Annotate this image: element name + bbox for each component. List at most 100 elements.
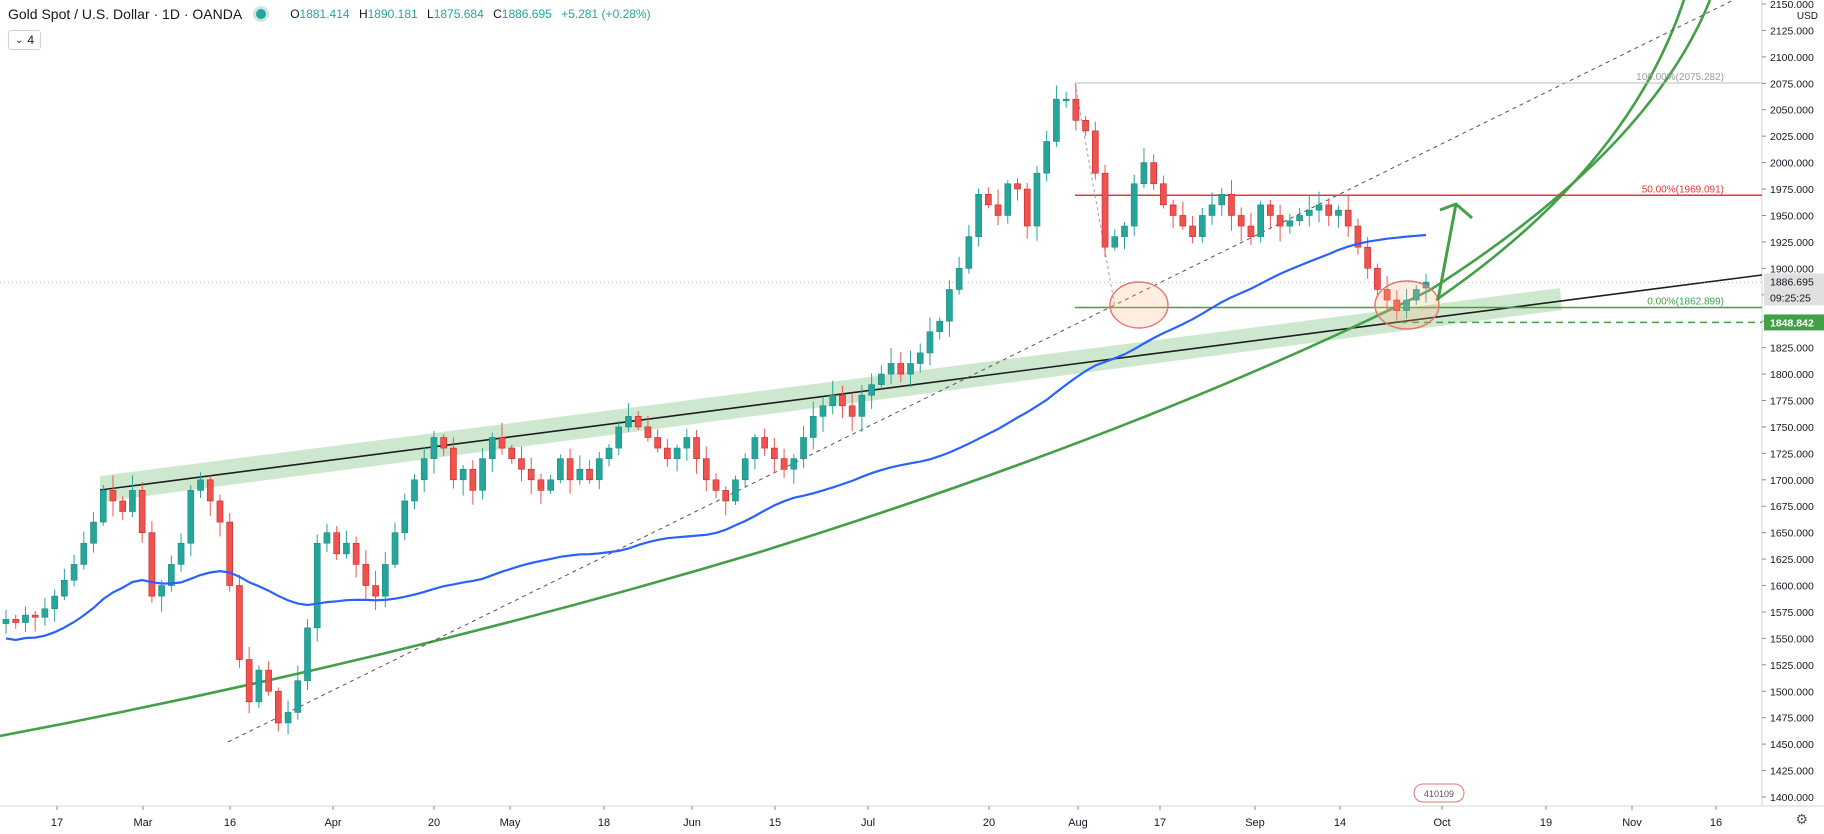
candle-body[interactable] xyxy=(498,437,506,449)
candle-body[interactable] xyxy=(907,363,914,375)
candle-body[interactable] xyxy=(1305,209,1313,216)
highlight-circle-sep[interactable] xyxy=(1374,280,1440,330)
candle-body[interactable] xyxy=(994,204,1002,216)
candle-body[interactable] xyxy=(187,490,195,544)
parabolic-curve-upper[interactable] xyxy=(1435,0,1690,302)
candle-body[interactable] xyxy=(362,564,370,586)
candle-body[interactable] xyxy=(372,585,379,597)
candle-body[interactable] xyxy=(1198,215,1206,237)
candle-body[interactable] xyxy=(732,479,739,502)
candle-body[interactable] xyxy=(1315,204,1323,211)
candle-body[interactable] xyxy=(1179,215,1187,227)
candle-body[interactable] xyxy=(1403,299,1410,311)
candle-body[interactable] xyxy=(31,614,39,618)
candle-body[interactable] xyxy=(148,532,156,597)
candle-body[interactable] xyxy=(790,458,798,470)
candle-body[interactable] xyxy=(469,468,477,491)
candle-body[interactable] xyxy=(401,500,409,533)
candle-body[interactable] xyxy=(576,468,584,481)
candle-body[interactable] xyxy=(245,659,253,703)
candle-body[interactable] xyxy=(61,579,68,597)
candle-body[interactable] xyxy=(343,542,350,555)
candle-body[interactable] xyxy=(839,394,846,407)
candle-body[interactable] xyxy=(1335,209,1342,216)
candle-body[interactable] xyxy=(683,437,691,449)
candle-body[interactable] xyxy=(858,394,866,417)
candle-body[interactable] xyxy=(206,479,214,502)
candle-body[interactable] xyxy=(1053,98,1060,142)
candle-body[interactable] xyxy=(1169,204,1177,216)
candle-body[interactable] xyxy=(985,194,992,206)
candle-body[interactable] xyxy=(1150,162,1157,185)
candle-body[interactable] xyxy=(771,447,778,459)
candle-body[interactable] xyxy=(323,532,331,544)
candle-body[interactable] xyxy=(381,564,389,597)
candle-body[interactable] xyxy=(654,437,661,449)
candle-body[interactable] xyxy=(1023,188,1031,227)
candle-body[interactable] xyxy=(848,405,856,417)
candle-body[interactable] xyxy=(1092,130,1099,174)
candle-body[interactable] xyxy=(1189,225,1196,237)
candle-body[interactable] xyxy=(1354,225,1362,248)
candle-body[interactable] xyxy=(819,405,827,417)
candle-body[interactable] xyxy=(440,437,447,449)
candle-body[interactable] xyxy=(1383,289,1391,301)
candle-body[interactable] xyxy=(304,627,311,681)
candle-body[interactable] xyxy=(1267,204,1274,216)
candle-body[interactable] xyxy=(255,669,263,703)
candle-body[interactable] xyxy=(1160,183,1167,206)
candle-body[interactable] xyxy=(1228,194,1235,216)
candle-body[interactable] xyxy=(829,394,837,407)
candle-body[interactable] xyxy=(868,384,875,396)
candle-body[interactable] xyxy=(1111,236,1119,248)
candle-body[interactable] xyxy=(1393,299,1401,311)
candle-body[interactable] xyxy=(605,447,613,459)
candle-body[interactable] xyxy=(634,416,642,428)
candle-body[interactable] xyxy=(586,468,593,481)
candle-body[interactable] xyxy=(702,458,710,481)
candle-body[interactable] xyxy=(1101,172,1109,248)
candle-body[interactable] xyxy=(265,669,272,692)
candle-body[interactable] xyxy=(51,595,58,610)
candle-body[interactable] xyxy=(712,479,720,491)
candle-body[interactable] xyxy=(1121,225,1128,237)
candle-body[interactable] xyxy=(1208,204,1216,216)
candle-body[interactable] xyxy=(129,490,136,512)
candle-body[interactable] xyxy=(916,352,924,364)
candle-body[interactable] xyxy=(946,289,953,322)
candle-body[interactable] xyxy=(508,447,516,459)
candle-body[interactable] xyxy=(741,458,749,481)
candle-body[interactable] xyxy=(1364,246,1371,269)
candle-body[interactable] xyxy=(615,426,623,449)
candle-body[interactable] xyxy=(527,468,535,481)
candle-body[interactable] xyxy=(12,619,20,623)
candle-body[interactable] xyxy=(1344,209,1352,227)
candle-body[interactable] xyxy=(722,490,730,502)
candle-body[interactable] xyxy=(965,236,973,269)
candle-body[interactable] xyxy=(488,437,496,459)
candle-body[interactable] xyxy=(809,416,817,438)
candle-body[interactable] xyxy=(673,447,681,459)
candle-body[interactable] xyxy=(800,437,807,459)
candle-body[interactable] xyxy=(1286,220,1294,227)
candle-body[interactable] xyxy=(1325,204,1333,216)
candle-body[interactable] xyxy=(644,426,652,438)
candle-body[interactable] xyxy=(41,608,49,618)
candle-body[interactable] xyxy=(1237,215,1245,227)
candle-body[interactable] xyxy=(294,680,302,713)
moving-average-line[interactable] xyxy=(5,233,1427,642)
candle-body[interactable] xyxy=(1043,141,1051,174)
candle-body[interactable] xyxy=(1412,289,1420,301)
indicators-toggle-button[interactable]: ⌄ 4 xyxy=(8,30,42,50)
candle-body[interactable] xyxy=(1257,204,1264,237)
parabolic-support-curve[interactable] xyxy=(0,0,1712,738)
candle-body[interactable] xyxy=(1218,194,1226,206)
candle-body[interactable] xyxy=(897,363,905,375)
candle-body[interactable] xyxy=(1033,172,1041,227)
candle-body[interactable] xyxy=(887,363,895,375)
candle-body[interactable] xyxy=(926,331,934,354)
candle-body[interactable] xyxy=(537,479,545,491)
candle-body[interactable] xyxy=(333,532,340,555)
